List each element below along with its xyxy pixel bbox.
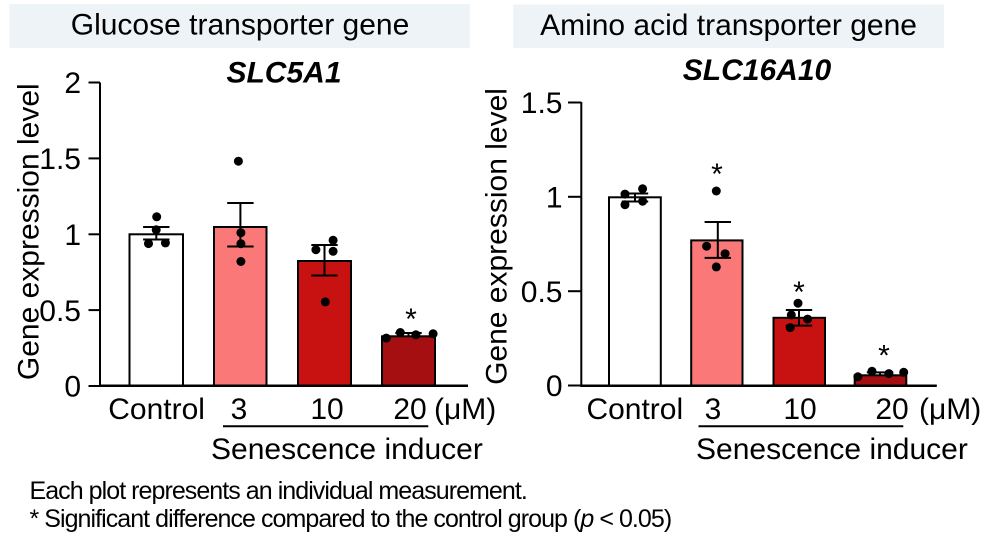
svg-text:1.5: 1.5 bbox=[39, 143, 81, 176]
svg-text:Gene expression level: Gene expression level bbox=[12, 83, 45, 380]
svg-text:3: 3 bbox=[231, 393, 248, 426]
svg-text:SLC5A1: SLC5A1 bbox=[226, 57, 341, 90]
svg-text:20: 20 bbox=[875, 393, 908, 426]
svg-text:Each plot represents an indivi: Each plot represents an individual measu… bbox=[30, 477, 527, 505]
svg-text:1.5: 1.5 bbox=[521, 87, 563, 120]
svg-text:SLC16A10: SLC16A10 bbox=[683, 54, 832, 87]
svg-text:1: 1 bbox=[64, 219, 81, 252]
svg-text:Senescence inducer: Senescence inducer bbox=[211, 433, 483, 466]
svg-text:1: 1 bbox=[546, 182, 563, 215]
svg-text:0.5: 0.5 bbox=[39, 295, 81, 328]
svg-text:2: 2 bbox=[64, 67, 81, 100]
svg-text:Control: Control bbox=[108, 393, 205, 426]
svg-text:Amino acid transporter gene: Amino acid transporter gene bbox=[540, 9, 917, 42]
svg-text:0: 0 bbox=[64, 371, 81, 404]
svg-text:Senescence inducer: Senescence inducer bbox=[696, 433, 968, 466]
svg-text:0: 0 bbox=[546, 370, 563, 403]
svg-text:20: 20 bbox=[393, 393, 426, 426]
svg-text:Control: Control bbox=[586, 393, 683, 426]
svg-text:(μM): (μM) bbox=[434, 393, 496, 426]
svg-text:*: * bbox=[711, 158, 723, 191]
svg-text:(μM): (μM) bbox=[919, 393, 981, 426]
svg-text:*: * bbox=[793, 276, 805, 309]
svg-text:Glucose transporter gene: Glucose transporter gene bbox=[71, 9, 410, 42]
svg-text:*: * bbox=[405, 303, 417, 336]
svg-text:Gene expression level: Gene expression level bbox=[481, 88, 514, 385]
svg-text:3: 3 bbox=[705, 393, 722, 426]
svg-text:* Significant difference compa: * Significant difference compared to the… bbox=[30, 505, 672, 533]
svg-text:10: 10 bbox=[310, 393, 343, 426]
svg-text:*: * bbox=[878, 340, 890, 373]
svg-text:10: 10 bbox=[783, 393, 816, 426]
svg-text:0.5: 0.5 bbox=[521, 276, 563, 309]
